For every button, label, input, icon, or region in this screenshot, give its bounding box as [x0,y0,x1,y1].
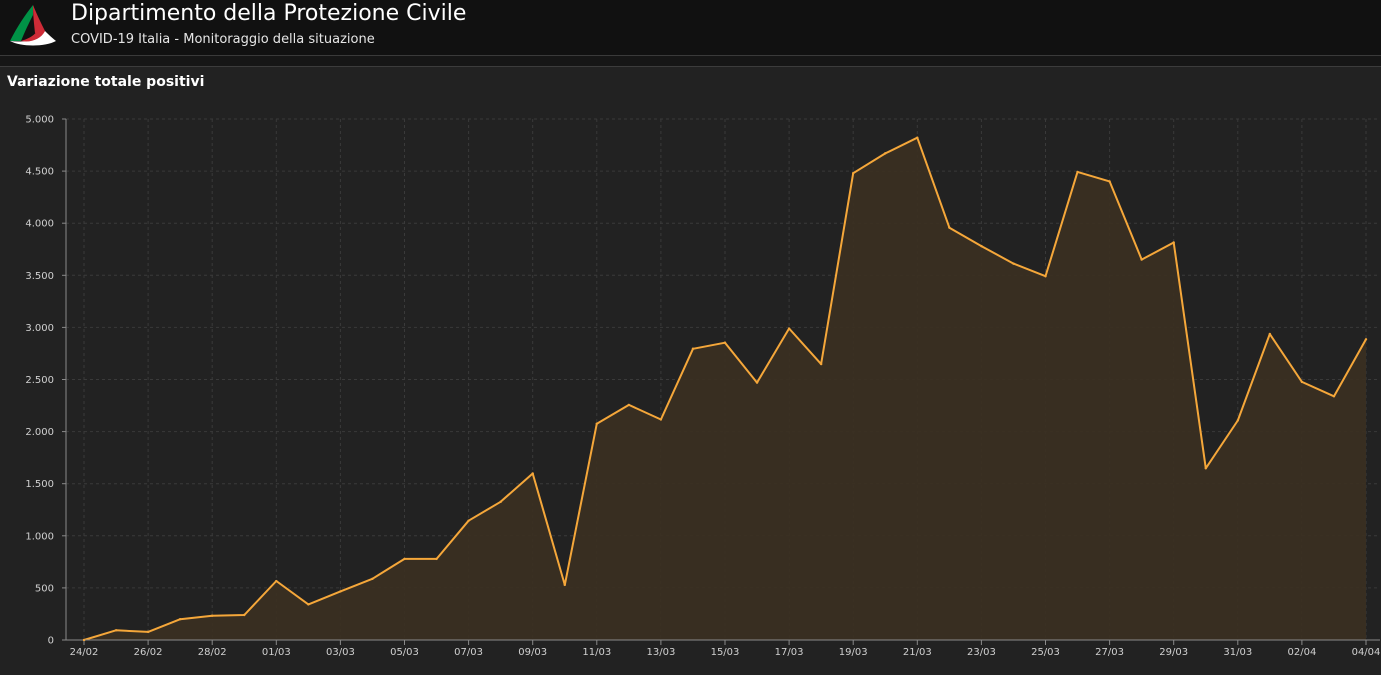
y-tick-label: 4.500 [25,167,54,178]
data-point [659,418,663,421]
data-point [1204,467,1207,470]
data-point [1044,275,1047,278]
x-tick-label: 31/03 [1223,647,1252,658]
data-point [1300,380,1304,384]
data-point [403,557,406,561]
data-point [275,579,278,583]
app-title: Dipartimento della Protezione Civile [71,1,467,26]
app-subtitle: COVID-19 Italia - Monitoraggio della sit… [71,32,375,47]
x-tick-label: 27/03 [1095,647,1124,658]
x-tick-label: 26/02 [134,647,163,658]
data-point [1076,170,1079,174]
y-tick-label: 2.000 [25,427,54,438]
data-point [563,583,566,587]
y-tick-label: 1.500 [25,479,54,490]
x-tick-label: 03/03 [326,647,355,658]
data-point [499,500,502,504]
app-header: Dipartimento della Protezione Civile COV… [0,0,1381,56]
data-point [819,362,823,366]
data-point [211,614,214,617]
chart-panel: 0 500 1.000 1.500 2.000 2.500 3.000 3.500 4.000 4… [0,66,1381,675]
data-point [435,557,438,561]
data-point [114,629,118,632]
x-tick-label: 13/03 [646,647,675,658]
data-point [884,152,887,155]
y-tick-label: 5.000 [25,115,54,126]
y-tick-label: 2.500 [25,375,54,386]
data-point [1236,419,1240,422]
data-point [691,347,695,350]
data-point [627,403,631,407]
protezione-civile-logo [10,5,56,46]
data-point [595,422,598,425]
x-tick-label: 21/03 [903,647,932,658]
data-point [723,341,727,344]
x-tick-label: 07/03 [454,647,483,658]
x-tick-label: 04/04 [1352,647,1381,658]
data-point [852,171,855,175]
data-point [1012,262,1015,265]
data-point [1108,180,1111,183]
data-point [339,590,342,593]
data-point [531,472,534,475]
y-tick-label: 0 [48,636,54,647]
y-tick-label: 1.000 [25,531,54,542]
data-point [1364,338,1368,341]
x-tick-label: 02/04 [1287,647,1316,658]
x-tick-label: 01/03 [262,647,291,658]
y-tick-label: 4.000 [25,219,54,230]
data-point [787,327,791,330]
data-point [243,613,246,617]
data-point [1332,395,1336,398]
x-tick-label: 23/03 [967,647,996,658]
x-tick-label: 28/02 [198,647,227,658]
chart-marks [82,136,1368,642]
data-point [371,577,374,581]
chart-axes: 0 500 1.000 1.500 2.000 2.500 3.000 3.500 4.000 4… [25,115,1380,659]
data-point [1140,258,1143,261]
data-point [82,638,86,642]
data-point [948,226,951,229]
chart-title: Variazione totale positivi [7,74,205,90]
series-area [84,137,1366,640]
x-tick-label: 11/03 [582,647,611,658]
y-tick-label: 3.000 [25,323,54,334]
x-tick-label: 25/03 [1031,647,1060,658]
data-point [307,603,310,606]
area-chart: 0 500 1.000 1.500 2.000 2.500 3.000 3.500 4.000 4… [25,115,1380,659]
x-tick-label: 17/03 [775,647,804,658]
data-point [980,244,983,248]
x-tick-label: 19/03 [839,647,868,658]
x-tick-label: 09/03 [518,647,547,658]
x-tick-label: 05/03 [390,647,419,658]
data-point [1268,332,1272,336]
data-point [755,381,759,384]
data-point [146,630,150,634]
x-tick-label: 15/03 [711,647,740,658]
data-point [916,136,919,139]
data-point [178,617,182,621]
y-tick-label: 3.500 [25,271,54,282]
data-point [467,519,470,522]
x-tick-label: 24/02 [70,647,99,658]
y-tick-label: 500 [35,583,54,594]
x-tick-label: 29/03 [1159,647,1188,658]
data-point [1172,241,1175,244]
